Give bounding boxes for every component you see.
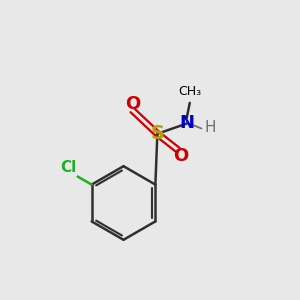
Text: O: O xyxy=(173,148,188,166)
Text: S: S xyxy=(150,124,164,143)
Text: N: N xyxy=(179,115,194,133)
Text: O: O xyxy=(125,95,140,113)
Text: Cl: Cl xyxy=(60,160,76,175)
Text: CH₃: CH₃ xyxy=(178,85,201,98)
Text: H: H xyxy=(205,119,216,134)
